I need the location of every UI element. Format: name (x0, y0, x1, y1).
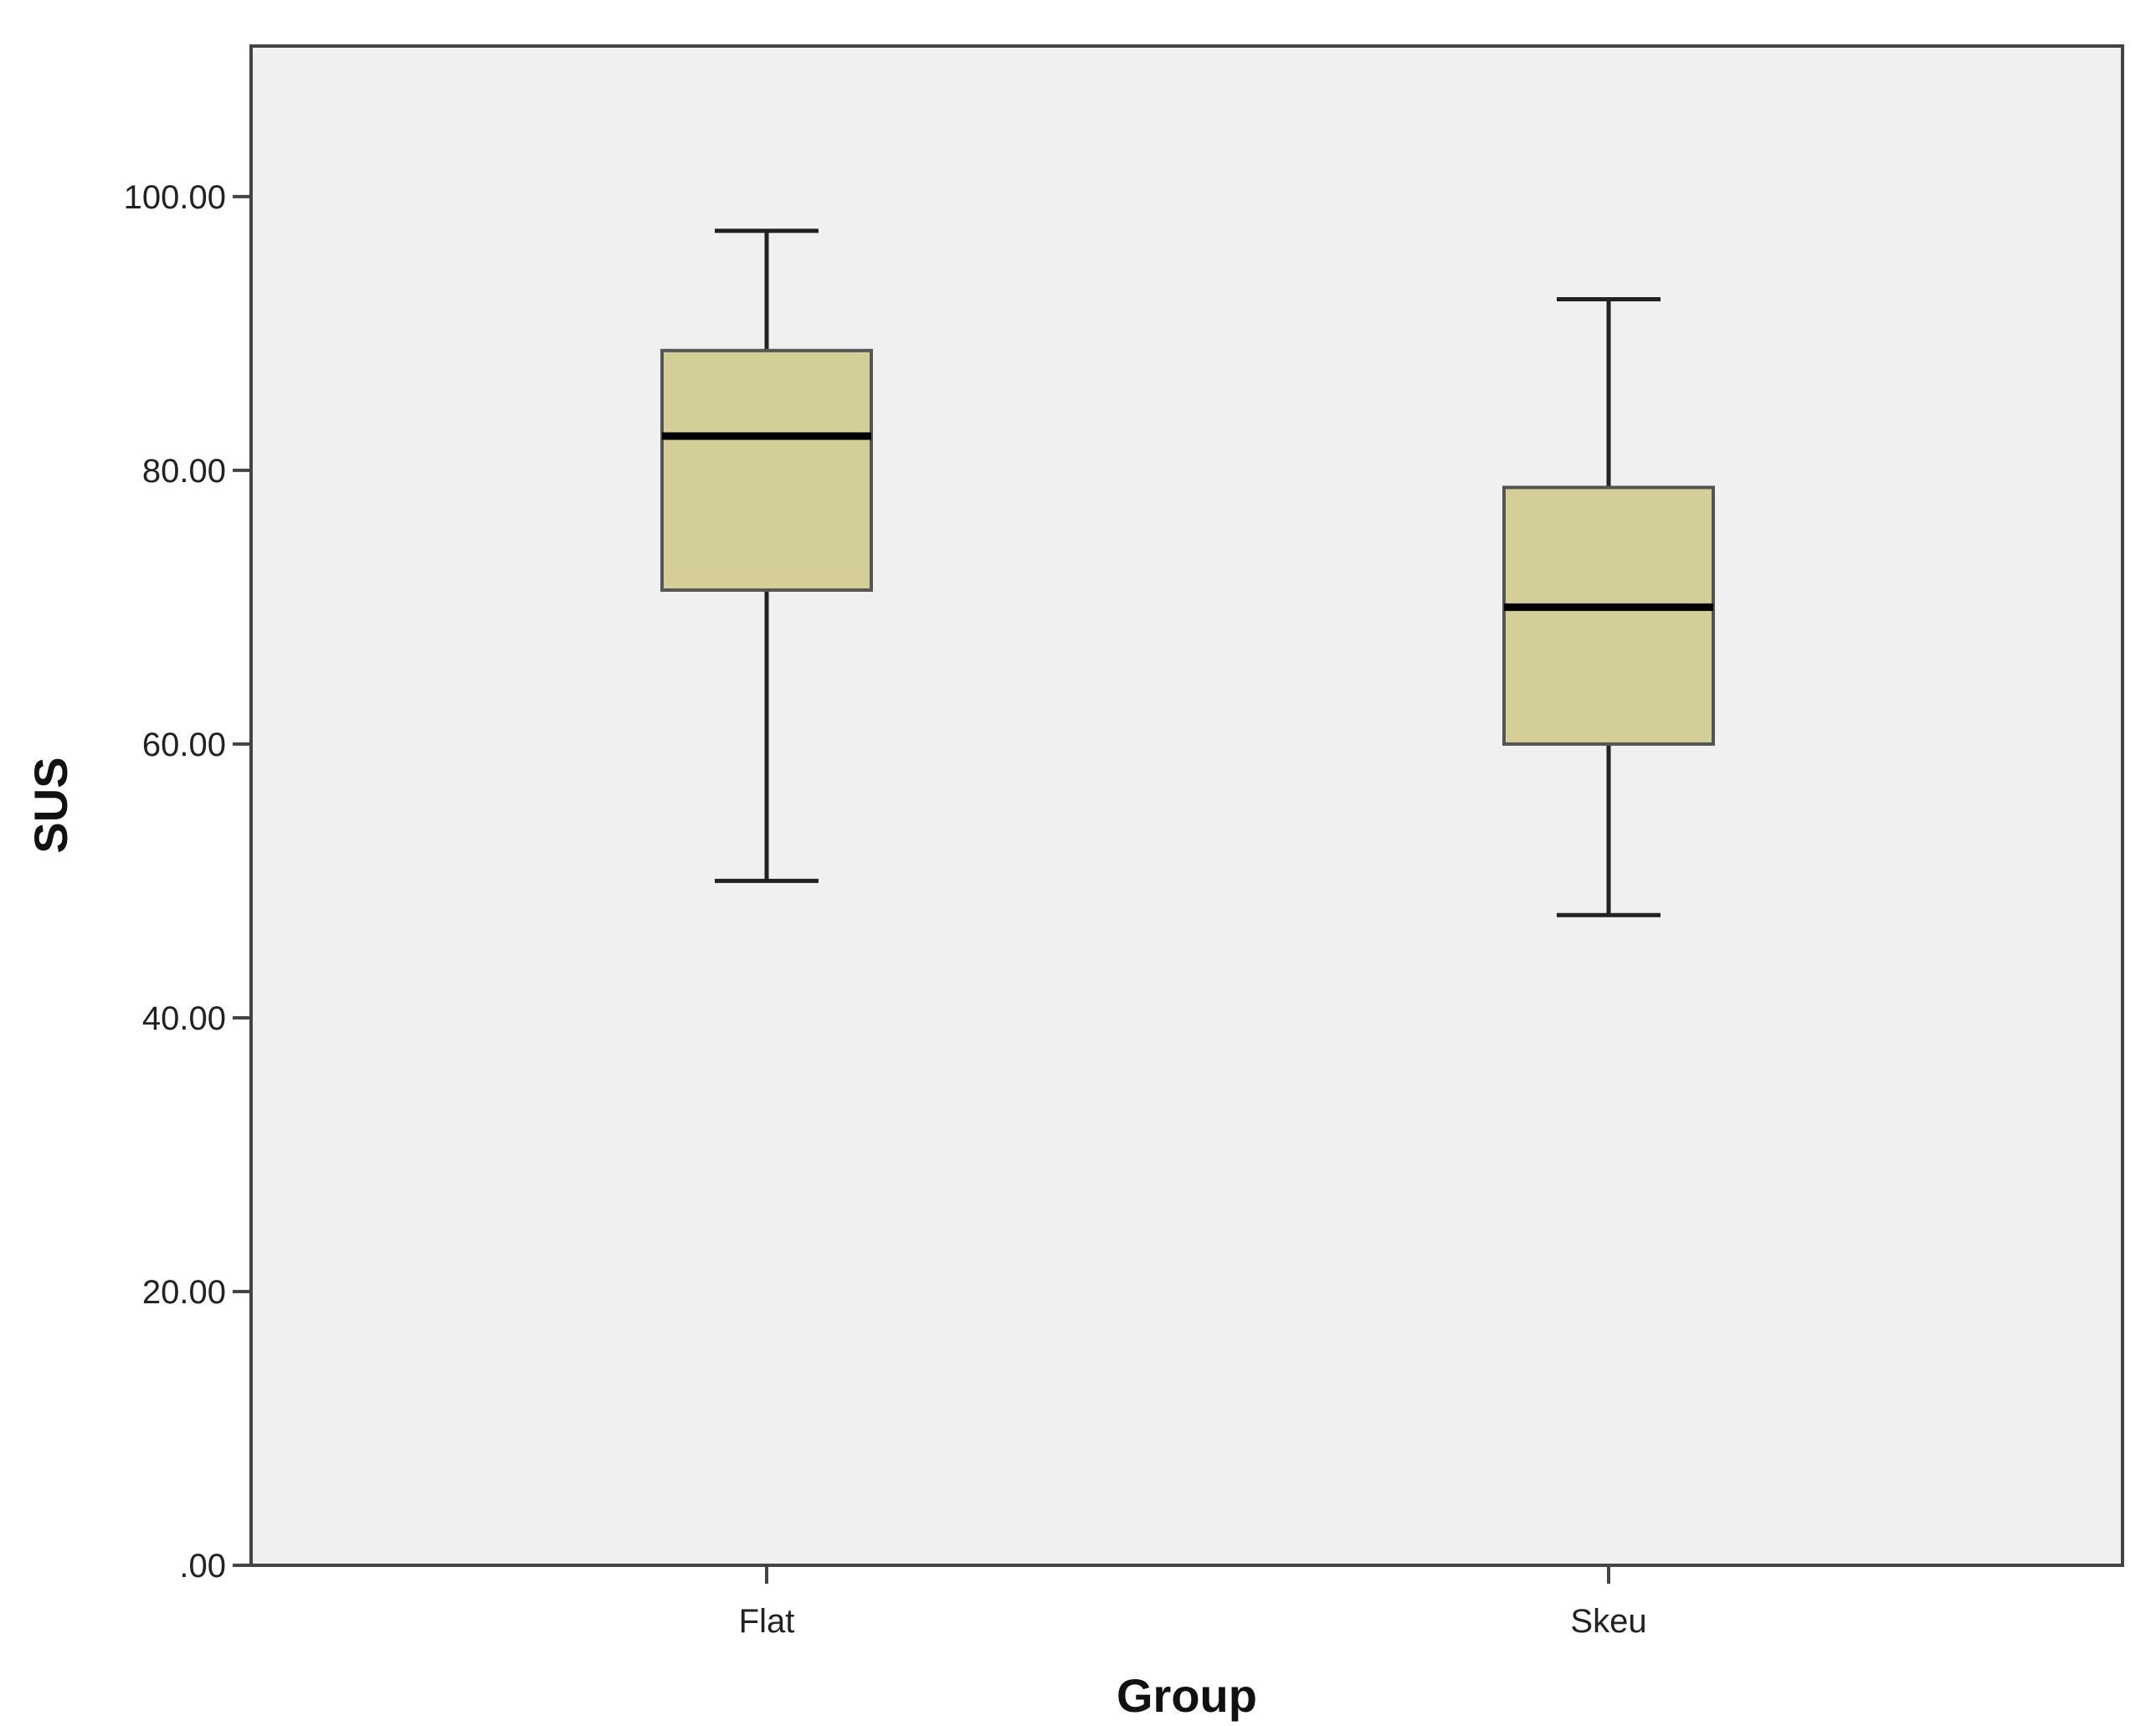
y-tick-label: 40.00 (142, 1000, 226, 1037)
y-tick-label: 20.00 (142, 1274, 226, 1311)
iqr-box (1502, 485, 1715, 746)
y-axis-title: SUS (24, 757, 77, 853)
x-axis-title: Group (1116, 1669, 1257, 1722)
y-tick-label: .00 (179, 1548, 226, 1585)
y-axis: .00 20.00 40.00 60.00 80.00 100.00 (124, 179, 251, 1585)
x-tick-label: Skeu (1570, 1603, 1646, 1640)
plot-area (249, 44, 2124, 1567)
boxes-group (660, 229, 1715, 917)
x-tick-label: Flat (739, 1603, 795, 1640)
box-skeu (1502, 297, 1715, 917)
y-tick-label: 80.00 (142, 453, 226, 490)
box-flat (660, 229, 873, 883)
x-axis: Flat Skeu (739, 1565, 1647, 1640)
iqr-box (660, 348, 873, 592)
y-tick-label: 60.00 (142, 727, 226, 763)
y-tick-label: 100.00 (124, 179, 226, 216)
